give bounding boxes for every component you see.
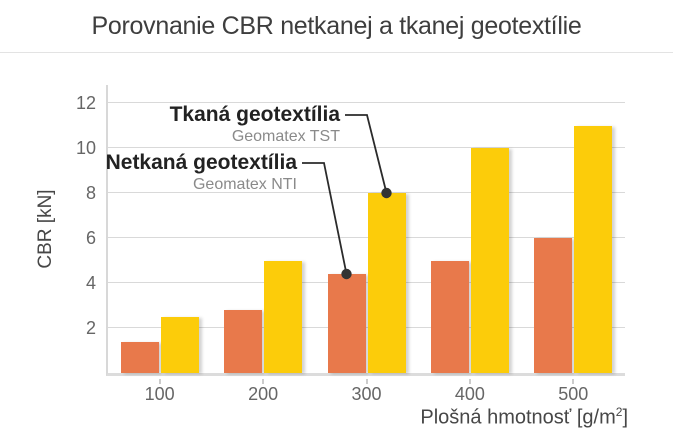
gridline — [108, 147, 625, 148]
chart-title: Porovnanie CBR netkanej a tkanej geotext… — [91, 11, 582, 40]
x-axis-title-text: Plošná hmotnosť [g/m — [420, 406, 616, 429]
annotation-tkana: Tkaná geotextília Geomatex TST — [170, 103, 340, 147]
bar-tkana — [264, 260, 303, 373]
annotation-netkana-sublabel: Geomatex NTI — [192, 176, 297, 193]
y-tick-label: 6 — [85, 228, 96, 248]
x-tick-mark — [468, 379, 471, 384]
bar-tkana — [470, 148, 509, 373]
bar-netkana — [534, 238, 573, 373]
bar-tkana — [160, 316, 199, 373]
x-tick-label: 500 — [558, 384, 589, 404]
x-tick-mark — [158, 379, 161, 384]
annotation-tkana-sublabel: Geomatex TST — [231, 128, 340, 145]
bar-netkana — [327, 274, 366, 373]
gridline — [108, 327, 625, 328]
x-tick-mark — [365, 379, 368, 384]
x-tick-label: 300 — [351, 384, 382, 404]
annotation-tkana-label: Tkaná geotextília — [169, 103, 340, 126]
gridline — [108, 102, 625, 103]
bar-netkana — [120, 341, 159, 373]
x-tick-label: 200 — [248, 384, 279, 404]
y-tick-label: 12 — [75, 93, 96, 113]
chart-header: Porovnanie CBR netkanej a tkanej geotext… — [0, 0, 673, 53]
x-axis-title-suffix: ] — [622, 406, 628, 429]
y-tick-label: 10 — [75, 138, 96, 158]
plot-area — [106, 85, 625, 376]
bar-netkana — [224, 310, 263, 373]
y-tick-label: 2 — [85, 318, 96, 338]
x-tick-label: 100 — [144, 384, 175, 404]
x-tick-mark — [572, 379, 575, 384]
gridline — [108, 237, 625, 238]
x-axis-title: Plošná hmotnosť [g/m2] — [420, 405, 628, 430]
bar-chart: CBR [kN] Plošná hmotnosť [g/m2] Tkaná ge… — [0, 53, 673, 444]
x-axis-title-sup: 2 — [615, 405, 623, 419]
y-tick-label: 8 — [85, 183, 96, 203]
annotation-netkana-label: Netkaná geotextília — [105, 151, 297, 174]
x-tick-mark — [262, 379, 265, 384]
bar-tkana — [574, 125, 613, 373]
y-tick-label: 4 — [85, 273, 96, 293]
gridline — [108, 282, 625, 283]
x-tick-label: 400 — [454, 384, 485, 404]
bar-netkana — [430, 260, 469, 373]
bar-tkana — [367, 193, 406, 373]
annotation-netkana: Netkaná geotextília Geomatex NTI — [106, 151, 297, 195]
